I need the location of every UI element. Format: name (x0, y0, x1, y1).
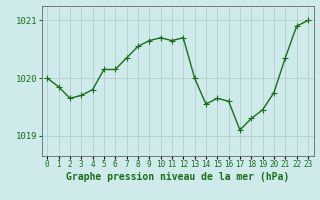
X-axis label: Graphe pression niveau de la mer (hPa): Graphe pression niveau de la mer (hPa) (66, 172, 289, 182)
